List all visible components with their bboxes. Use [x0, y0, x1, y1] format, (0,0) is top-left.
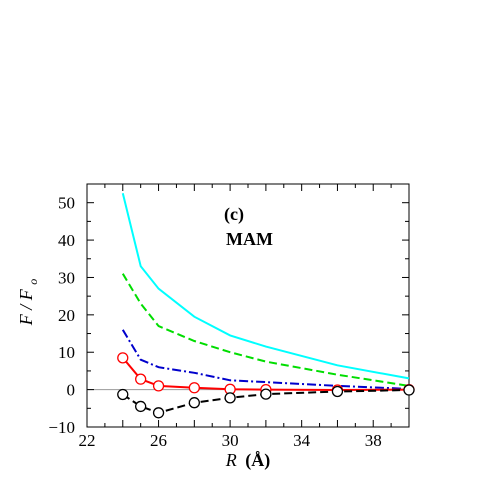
series-5-point [403, 384, 415, 396]
series-line-3 [121, 329, 410, 390]
x-tick-label: 30 [222, 431, 239, 450]
x-axis-symbol: R [225, 450, 237, 470]
series-4-point [135, 373, 147, 385]
series-4-point [117, 352, 129, 364]
x-axis-title: R (Å) [225, 450, 271, 471]
x-tick-label: 38 [365, 431, 382, 450]
series-line-2 [121, 273, 410, 387]
y-axis-title: F / F o [16, 279, 40, 327]
series-5-point [260, 388, 272, 400]
series-5-point [135, 400, 147, 413]
y-axis-denominator: F [16, 288, 36, 301]
y-tick-label: 50 [58, 194, 75, 213]
series-4-point [188, 382, 200, 394]
series-5-point [152, 407, 165, 419]
y-tick-label: −10 [48, 418, 75, 437]
series-line-1 [121, 193, 410, 380]
x-tick-label: 34 [293, 431, 311, 450]
series-4-point [152, 380, 165, 392]
y-axis-subscript: o [26, 279, 40, 285]
x-tick-label: 22 [79, 431, 96, 450]
series-5-point [331, 385, 344, 398]
y-ticks: −10 0 10 20 30 40 50 [48, 183, 409, 437]
x-ticks: 22 26 30 34 38 [79, 184, 410, 450]
x-axis-unit: (Å) [245, 450, 270, 471]
panel-label: (c) [224, 204, 244, 225]
x-tick-label: 26 [150, 431, 167, 450]
y-tick-label: 0 [67, 381, 76, 400]
y-tick-label: 20 [58, 306, 75, 325]
y-tick-label: 10 [58, 343, 75, 362]
series-5-point [117, 388, 129, 401]
y-tick-label: 30 [58, 268, 75, 287]
y-tick-label: 40 [58, 231, 75, 250]
y-axis-numerator: F [16, 313, 36, 326]
series-5-point [188, 397, 200, 409]
series-layer [117, 193, 415, 419]
series-5-point [224, 392, 236, 404]
model-label: MAM [226, 229, 273, 249]
y-axis-slash: / [16, 303, 36, 311]
